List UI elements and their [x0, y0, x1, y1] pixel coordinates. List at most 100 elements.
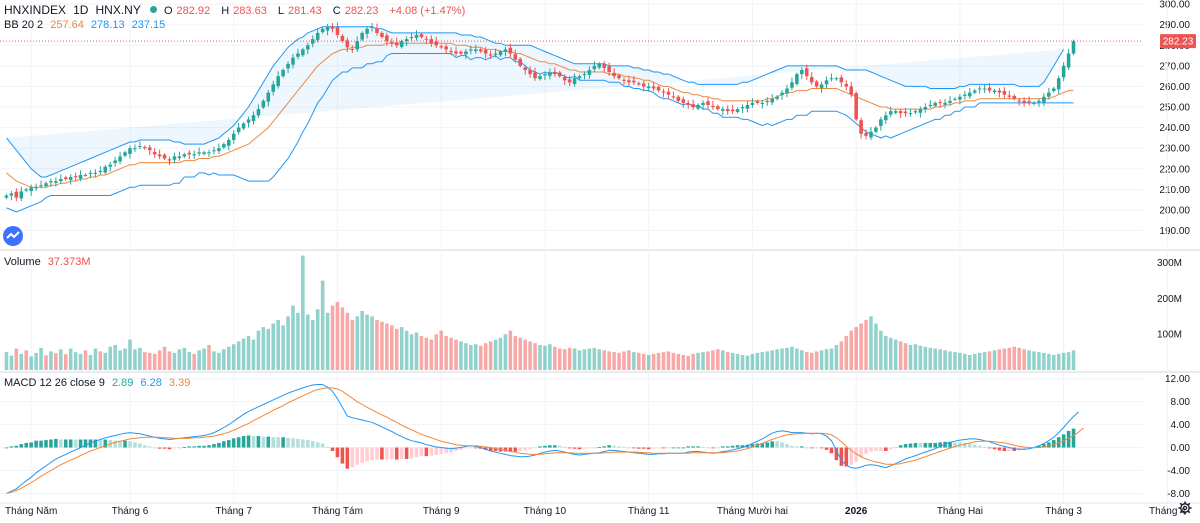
macd-histogram-bar	[192, 446, 196, 448]
macd-tick-label: -8.00	[1167, 489, 1190, 500]
macd-histogram-bar	[474, 447, 478, 449]
symbol-name[interactable]: HNXINDEX	[4, 3, 67, 17]
macd-histogram-bar	[340, 447, 345, 464]
volume-bar	[375, 319, 379, 370]
volume-bar	[394, 328, 399, 370]
macd-histogram-bar	[972, 444, 977, 448]
candle-body	[360, 32, 364, 40]
bb-legend[interactable]: BB 20 2 257.64 278.13 237.15	[4, 19, 169, 31]
volume-bar	[301, 255, 305, 370]
candle-body	[301, 49, 305, 56]
candle-body	[4, 195, 9, 198]
macd-tick-label: 4.00	[1171, 420, 1191, 431]
candle-body	[780, 92, 784, 96]
volume-bar	[958, 352, 962, 370]
volume-bar	[1061, 352, 1066, 370]
macd-histogram-bar	[1051, 440, 1056, 448]
candle-body	[306, 45, 310, 50]
price-change: +4.08 (+1.47%)	[389, 5, 466, 17]
candle-body	[483, 49, 488, 54]
volume-bar	[241, 338, 246, 370]
candle-body	[572, 78, 577, 84]
volume-bar	[404, 330, 409, 370]
volume-bar	[849, 330, 854, 370]
volume-bar	[795, 348, 799, 370]
candle-body	[222, 144, 226, 148]
candle-body	[819, 84, 824, 89]
candle-body	[740, 107, 745, 109]
volume-bar	[266, 328, 271, 370]
volume-bar	[355, 316, 359, 370]
volume-bar	[276, 319, 280, 370]
volume-bar	[523, 339, 527, 370]
candle-body	[394, 42, 399, 46]
candle-body	[271, 84, 276, 92]
macd-histogram-bar	[380, 447, 384, 460]
candle-body	[291, 57, 295, 65]
macd-histogram-bar	[34, 440, 38, 448]
macd-histogram-bar	[997, 447, 1002, 451]
candle-body	[1061, 65, 1066, 78]
macd-histogram-bar	[128, 441, 132, 448]
macd-histogram-bar	[1022, 447, 1026, 450]
macd-line-value: 6.28	[140, 377, 162, 389]
candle-body	[281, 69, 285, 77]
macd-histogram-bar	[419, 447, 424, 457]
volume-bar	[49, 351, 53, 370]
macd-histogram-bar	[429, 447, 434, 456]
macd-histogram-bar	[231, 438, 236, 448]
macd-histogram-bar	[804, 447, 809, 449]
macd-histogram-bar	[365, 447, 369, 462]
volume-bar	[1007, 347, 1012, 370]
volume-bar	[706, 351, 710, 370]
price-tick-label: 220.00	[1159, 164, 1190, 175]
volume-bar	[187, 352, 192, 370]
candle-body	[409, 37, 414, 39]
candle-body	[997, 90, 1002, 93]
candle-body	[498, 51, 503, 56]
macd-legend[interactable]: MACD 12 26 close 9 2.89 6.28 3.39	[4, 377, 194, 389]
macd-histogram-bar	[464, 447, 468, 449]
volume-bar	[666, 351, 671, 370]
macd-histogram-bar	[286, 437, 290, 448]
candle-body	[454, 51, 458, 54]
volume-bar	[177, 349, 182, 370]
macd-histogram-bar	[197, 445, 201, 448]
volume-bar	[493, 339, 498, 370]
volume-bar	[938, 349, 942, 370]
macd-histogram-bar	[849, 447, 854, 465]
macd-histogram-bar	[982, 446, 987, 448]
macd-histogram-bar	[686, 446, 690, 448]
volume-bar	[834, 344, 839, 370]
macd-tick-label: 12.00	[1165, 374, 1190, 385]
macd-histogram-bar	[138, 443, 142, 448]
macd-histogram-bar	[152, 447, 157, 449]
volume-bar	[409, 334, 414, 370]
volume-bar	[627, 350, 631, 370]
macd-histogram-bar	[54, 438, 58, 448]
macd-histogram-bar	[671, 447, 676, 449]
candle-body	[296, 53, 300, 57]
macd-histogram-bar	[869, 447, 873, 452]
macd-histogram-bar	[488, 447, 493, 451]
volume-bar	[29, 356, 33, 370]
volume-bar	[646, 354, 651, 370]
interval[interactable]: 1D	[73, 3, 89, 17]
macd-histogram-bar	[444, 447, 448, 454]
volume-tick-label: 300M	[1157, 258, 1182, 269]
macd-histogram-bar	[330, 447, 335, 451]
volume-bar	[1017, 347, 1021, 370]
volume-bar	[839, 341, 844, 370]
tradingview-logo-icon[interactable]	[3, 226, 23, 246]
volume-bar	[513, 336, 518, 370]
candle-body	[666, 91, 671, 95]
volume-bar	[464, 343, 468, 370]
gear-icon[interactable]	[1178, 501, 1192, 515]
volume-bar	[286, 316, 290, 370]
macd-tick-label: 0.00	[1171, 443, 1191, 454]
candle-body	[380, 32, 384, 38]
volume-legend[interactable]: Volume 37.373M	[4, 256, 95, 268]
macd-histogram-bar	[113, 440, 117, 448]
